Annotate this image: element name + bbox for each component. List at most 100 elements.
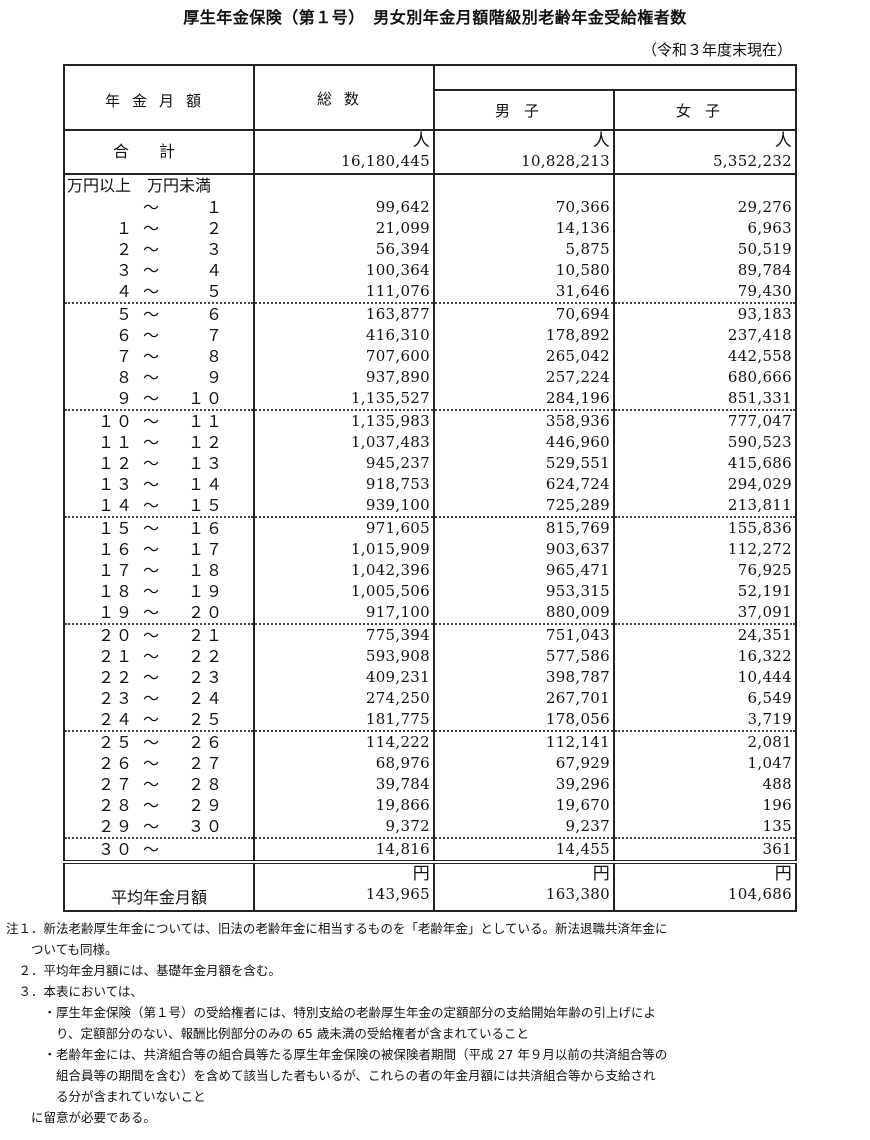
range-tilde: ～ (142, 347, 159, 366)
count-male: 903,637 (433, 539, 615, 560)
average-value: 163,380 (545, 885, 610, 903)
table-row: ２９ ～ ３０ 9,372 9,237 135 (63, 816, 797, 838)
note-line: に留意が必要である。 (6, 1110, 156, 1125)
amount-range-cell: ８ ～ ９ (63, 367, 255, 388)
count-total: 1,037,483 (253, 432, 435, 453)
range-from: ２５ (97, 733, 134, 752)
amount-range: ５ ～ ６ (68, 304, 250, 325)
count-total: 1,135,527 (253, 388, 435, 411)
count-male: 70,366 (433, 197, 615, 218)
count-total: 917,100 (253, 602, 435, 625)
range-to: １９ (187, 582, 224, 601)
range-from: ３ (115, 261, 134, 280)
range-to: ２２ (187, 647, 224, 666)
range-tilde: ～ (142, 433, 159, 452)
range-tilde: ～ (142, 603, 159, 622)
range-to: １６ (187, 519, 224, 538)
amount-range-cell: １ ～ ２ (63, 218, 255, 239)
range-tilde: ～ (142, 840, 159, 859)
count-female: 1,047 (613, 753, 797, 774)
amount-range-cell: １２ ～ １３ (63, 453, 255, 474)
unit-persons: 人 (592, 131, 610, 151)
amount-range: １７ ～ １８ (68, 560, 250, 581)
amount-range: １５ ～ １６ (68, 518, 250, 539)
range-to: １４ (187, 475, 224, 494)
table-row: ８ ～ ９ 937,890 257,224 680,666 (63, 367, 797, 388)
count-female: 361 (613, 837, 797, 862)
range-tilde: ～ (142, 198, 159, 217)
count-male: 14,455 (433, 837, 615, 862)
count-female: 37,091 (613, 602, 797, 625)
average-total: 円 143,965 (253, 860, 435, 912)
count-male: 953,315 (433, 581, 615, 602)
count-male: 31,646 (433, 281, 615, 304)
range-to: １ (205, 198, 224, 217)
count-total: 9,372 (253, 816, 435, 838)
amount-range: １８ ～ １９ (68, 581, 250, 602)
range-from: １３ (97, 475, 134, 494)
count-male: 284,196 (433, 388, 615, 411)
range-tilde: ～ (142, 647, 159, 666)
range-from: ７ (115, 347, 134, 366)
range-to: １０ (187, 389, 224, 408)
header-subrow: 男子 女子 (64, 89, 797, 130)
range-from: ２９ (97, 817, 134, 836)
table-row: ２８ ～ ２９ 19,866 19,670 196 (63, 795, 797, 816)
table-row: ６ ～ ７ 416,310 178,892 237,418 (63, 325, 797, 346)
range-to: ６ (205, 305, 224, 324)
count-total: 939,100 (253, 495, 435, 518)
table-row: ２１ ～ ２２ 593,908 577,586 16,322 (63, 646, 797, 667)
range-to: ２５ (187, 710, 224, 729)
count-male: 624,724 (433, 474, 615, 495)
table-row: １ ～ ２ 21,099 14,136 6,963 (63, 218, 797, 239)
amount-range-cell: ７ ～ ８ (63, 346, 255, 367)
count-female: 196 (613, 795, 797, 816)
range-tilde: ～ (142, 219, 159, 238)
range-from: ２８ (97, 796, 134, 815)
count-female: 93,183 (613, 303, 797, 325)
table-row: １６ ～ １７ 1,015,909 903,637 112,272 (63, 539, 797, 560)
count-total: 163,877 (253, 303, 435, 325)
amount-range: ３ ～ ４ (68, 260, 250, 281)
range-from: １５ (97, 519, 134, 538)
count-male: 267,701 (433, 688, 615, 709)
amount-range-cell: ２３ ～ ２４ (63, 688, 255, 709)
range-tilde: ～ (142, 817, 159, 836)
header-spacer (434, 64, 797, 90)
range-tilde: ～ (142, 775, 159, 794)
range-tilde: ～ (142, 689, 159, 708)
amount-range: ６ ～ ７ (68, 325, 250, 346)
count-female: 135 (613, 816, 797, 838)
amount-range-cell: ２６ ～ ２７ (63, 753, 255, 774)
count-male: 39,296 (433, 774, 615, 795)
amount-range: ２１ ～ ２２ (68, 646, 250, 667)
range-to: １３ (187, 454, 224, 473)
amount-range-cell: ４ ～ ５ (63, 281, 255, 304)
table-row: ２５ ～ ２６ 114,222 112,141 2,081 (63, 731, 797, 753)
range-from: ３０ (97, 840, 134, 859)
range-tilde: ～ (142, 454, 159, 473)
count-male: 70,694 (433, 303, 615, 325)
amount-range: ２３ ～ ２４ (68, 688, 250, 709)
range-tilde: ～ (142, 519, 159, 538)
note-line: り、定額部分のない、報酬比例部分のみの 65 歳未満の受給権者が含まれていること (6, 1026, 529, 1041)
range-to: ２４ (187, 689, 224, 708)
count-male: 19,670 (433, 795, 615, 816)
range-from: ９ (115, 389, 134, 408)
range-from: ２０ (97, 626, 134, 645)
count-female: 488 (613, 774, 797, 795)
range-tilde: ～ (142, 733, 159, 752)
count-male: 446,960 (433, 432, 615, 453)
count-female: 79,430 (613, 281, 797, 304)
amount-range: ２０ ～ ２１ (68, 625, 250, 646)
count-female: 680,666 (613, 367, 797, 388)
table-row: ２２ ～ ２３ 409,231 398,787 10,444 (63, 667, 797, 688)
total-male-cell: 人 10,828,213 (433, 129, 615, 174)
amount-range: １３ ～ １４ (68, 474, 250, 495)
count-female: 6,549 (613, 688, 797, 709)
table-row: １９ ～ ２０ 917,100 880,009 37,091 (63, 602, 797, 625)
count-total: 1,135,983 (253, 410, 435, 432)
count-female: 112,272 (613, 539, 797, 560)
range-tilde: ～ (142, 261, 159, 280)
count-male: 178,056 (433, 709, 615, 732)
